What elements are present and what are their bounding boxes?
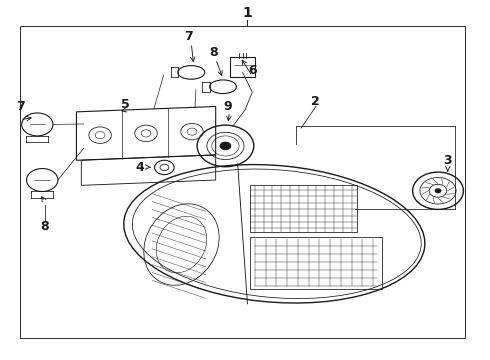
Circle shape [435,188,441,193]
Text: 1: 1 [243,6,252,20]
Circle shape [220,141,231,150]
Text: 7: 7 [16,100,24,113]
Text: 3: 3 [443,154,452,167]
Text: 2: 2 [312,95,320,108]
Text: 8: 8 [209,46,218,59]
Text: 7: 7 [184,30,193,43]
Text: 8: 8 [40,220,49,233]
Text: 4: 4 [136,161,145,174]
Text: 9: 9 [223,100,232,113]
Text: 6: 6 [248,64,257,77]
Text: 5: 5 [121,98,130,111]
